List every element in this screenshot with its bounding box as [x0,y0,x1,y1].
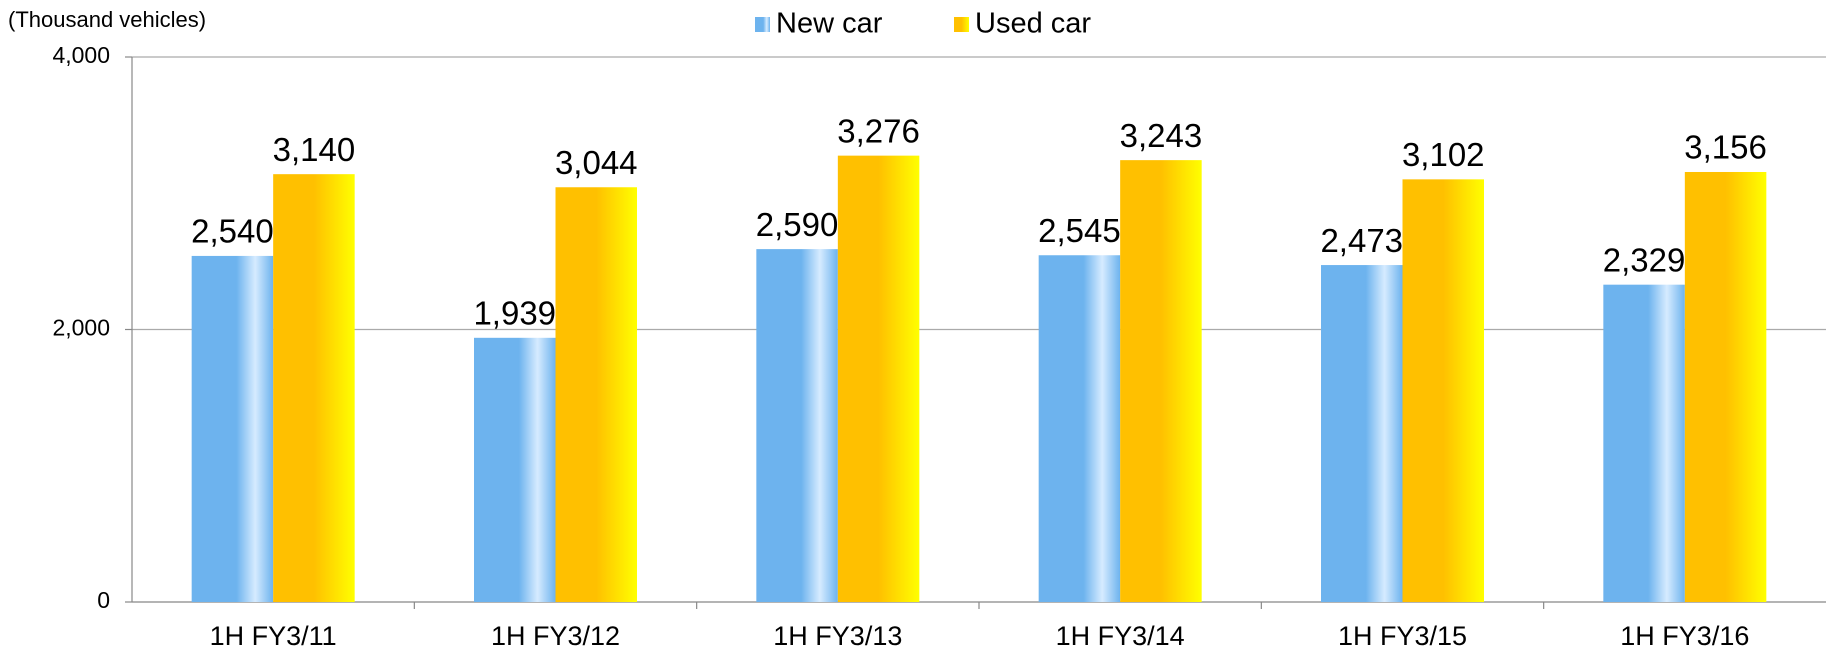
x-tick-label: 1H FY3/16 [1620,621,1749,651]
y-tick-label: 0 [97,587,110,613]
bar [555,187,637,602]
bar [1321,265,1403,602]
data-label: 3,276 [837,112,920,149]
bar [837,155,920,602]
bar [1603,284,1685,602]
y-axis-title: (Thousand vehicles) [8,7,206,32]
data-label: 3,243 [1120,117,1203,154]
x-tick-label: 1H FY3/15 [1338,621,1467,651]
x-tick-label: 1H FY3/11 [210,621,337,651]
bar [191,255,274,603]
data-label: 3,044 [555,144,638,181]
bar [273,174,355,603]
data-label: 2,329 [1603,241,1686,278]
data-label: 3,156 [1684,129,1767,166]
y-tick-label: 2,000 [52,315,110,341]
legend-label: New car [776,8,883,40]
data-label: 2,545 [1038,212,1121,249]
data-label: 2,540 [191,213,274,250]
bar [1120,160,1202,603]
x-tick-label: 1H FY3/13 [773,621,902,651]
data-label: 2,590 [756,206,839,243]
bar [1038,255,1121,602]
bar [1684,171,1767,602]
legend-swatch [755,17,770,32]
data-label: 3,102 [1402,136,1485,173]
x-tick-label: 1H FY3/12 [491,621,620,651]
data-label: 2,473 [1320,222,1403,259]
data-label: 1,939 [473,295,556,332]
bar [1402,179,1484,603]
legend-label: Used car [975,8,1091,40]
bar [474,337,556,602]
x-tick-label: 1H FY3/14 [1056,621,1185,651]
bar [756,249,838,603]
data-label: 3,140 [273,131,356,168]
y-tick-label: 4,000 [52,42,110,68]
legend-swatch [954,17,969,32]
